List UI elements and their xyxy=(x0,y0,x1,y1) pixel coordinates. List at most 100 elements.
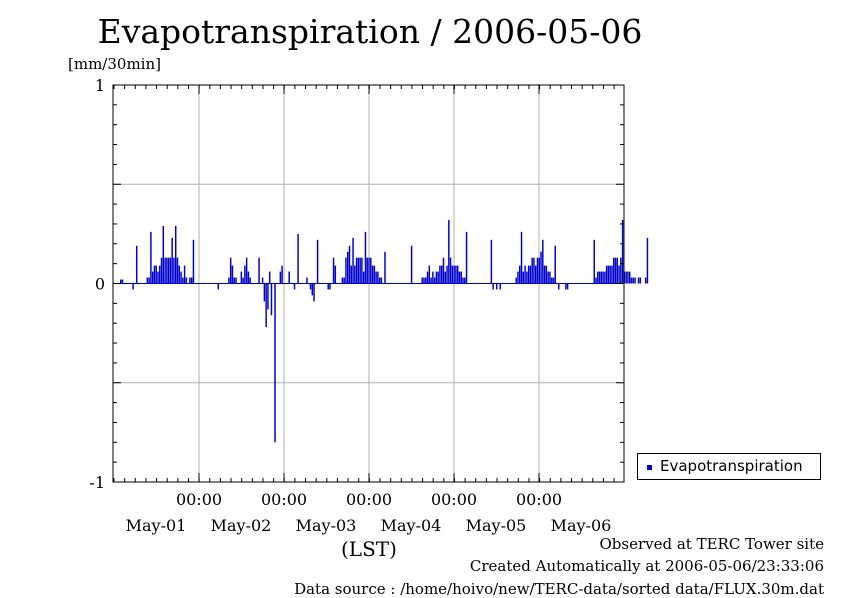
data-bar xyxy=(593,239,595,284)
legend-label: Evapotranspiration xyxy=(660,457,803,475)
data-bar xyxy=(258,257,260,284)
y-tick-label: 1 xyxy=(95,76,105,95)
data-bar xyxy=(297,233,299,284)
x-date-label: May-05 xyxy=(466,516,527,535)
data-bar xyxy=(646,237,649,284)
created-note: Created Automatically at 2006-05-06/23:3… xyxy=(469,557,824,575)
data-bar xyxy=(334,265,337,284)
data-bar xyxy=(192,239,195,284)
data-bar xyxy=(499,283,501,290)
data-bar xyxy=(545,265,548,284)
x-axis-label: (LST) xyxy=(341,537,397,561)
data-bar xyxy=(176,257,179,284)
data-bar xyxy=(637,277,640,284)
data-bar xyxy=(613,257,615,284)
data-bar xyxy=(552,277,555,284)
data-bar xyxy=(377,271,379,284)
data-bar xyxy=(174,225,177,284)
data-bar xyxy=(433,277,436,284)
source-note: Data source : /home/hoivo/new/TERC-data/… xyxy=(294,580,824,598)
data-bar xyxy=(533,257,535,284)
data-bar xyxy=(527,265,530,284)
data-bar xyxy=(423,277,425,284)
data-bar xyxy=(462,277,464,284)
data-bar xyxy=(464,277,466,284)
data-bar xyxy=(242,277,244,284)
data-bar xyxy=(148,277,150,284)
data-bar xyxy=(135,245,138,284)
data-bar xyxy=(540,251,542,284)
data-bar xyxy=(362,271,365,284)
data-bar xyxy=(343,277,345,284)
data-bar xyxy=(526,271,528,284)
data-bar xyxy=(455,265,457,284)
data-bar xyxy=(519,265,521,284)
data-bar xyxy=(373,265,376,284)
data-bar xyxy=(189,277,191,284)
data-bar xyxy=(293,283,296,290)
data-bar xyxy=(235,277,237,284)
data-bar xyxy=(605,265,608,284)
data-bar xyxy=(217,283,220,290)
data-bar xyxy=(456,265,459,284)
y-tick-label: -1 xyxy=(89,473,105,492)
data-bar xyxy=(240,271,243,284)
observed-note: Observed at TERC Tower site xyxy=(599,535,824,553)
bars-layer xyxy=(120,219,649,443)
data-bar xyxy=(458,271,461,284)
data-bar xyxy=(361,257,363,284)
data-bar xyxy=(430,277,432,284)
data-bar xyxy=(410,245,413,284)
data-bar xyxy=(644,277,647,284)
data-bar xyxy=(517,271,519,284)
data-bar xyxy=(265,283,267,328)
data-bar xyxy=(178,265,180,284)
chart-title: Evapotranspiration / 2006-05-06 xyxy=(97,12,643,51)
data-bar xyxy=(536,257,539,284)
data-bar xyxy=(244,265,246,284)
data-bar xyxy=(155,265,157,284)
data-bar xyxy=(435,271,438,284)
data-bar xyxy=(460,271,462,284)
data-bar xyxy=(180,271,182,284)
data-bar xyxy=(311,283,313,296)
data-bar xyxy=(352,237,354,284)
data-bar xyxy=(616,257,619,284)
data-bar xyxy=(609,265,611,284)
data-bar xyxy=(157,271,159,284)
data-bar xyxy=(185,277,188,284)
data-bar xyxy=(597,271,599,284)
data-bar xyxy=(634,277,636,284)
data-bar xyxy=(558,283,560,290)
data-bar xyxy=(550,277,553,284)
data-bar xyxy=(162,225,165,284)
data-bar xyxy=(542,239,544,284)
data-bar xyxy=(566,283,569,290)
data-bar xyxy=(448,219,450,284)
data-bar xyxy=(183,265,186,284)
data-bar xyxy=(270,283,273,316)
data-bar xyxy=(146,277,149,284)
data-bar xyxy=(449,257,452,284)
data-bar xyxy=(465,231,468,284)
data-bar xyxy=(495,283,498,290)
data-bar xyxy=(169,257,172,284)
x-time-label: 00:00 xyxy=(176,490,222,509)
data-bar xyxy=(554,245,556,284)
data-bar xyxy=(451,265,454,284)
data-bar xyxy=(357,257,360,284)
data-bar xyxy=(614,257,617,284)
data-bar xyxy=(182,277,184,284)
data-bar xyxy=(167,257,170,284)
data-bar xyxy=(354,265,356,284)
data-bar xyxy=(279,271,282,284)
data-bar xyxy=(595,277,597,284)
data-bar xyxy=(630,277,633,284)
data-bar xyxy=(231,265,234,284)
data-bar xyxy=(628,271,631,284)
data-bar xyxy=(611,265,613,284)
data-bar xyxy=(306,277,308,284)
data-bar xyxy=(531,257,533,284)
data-bar xyxy=(370,257,372,284)
data-bar xyxy=(359,257,361,284)
